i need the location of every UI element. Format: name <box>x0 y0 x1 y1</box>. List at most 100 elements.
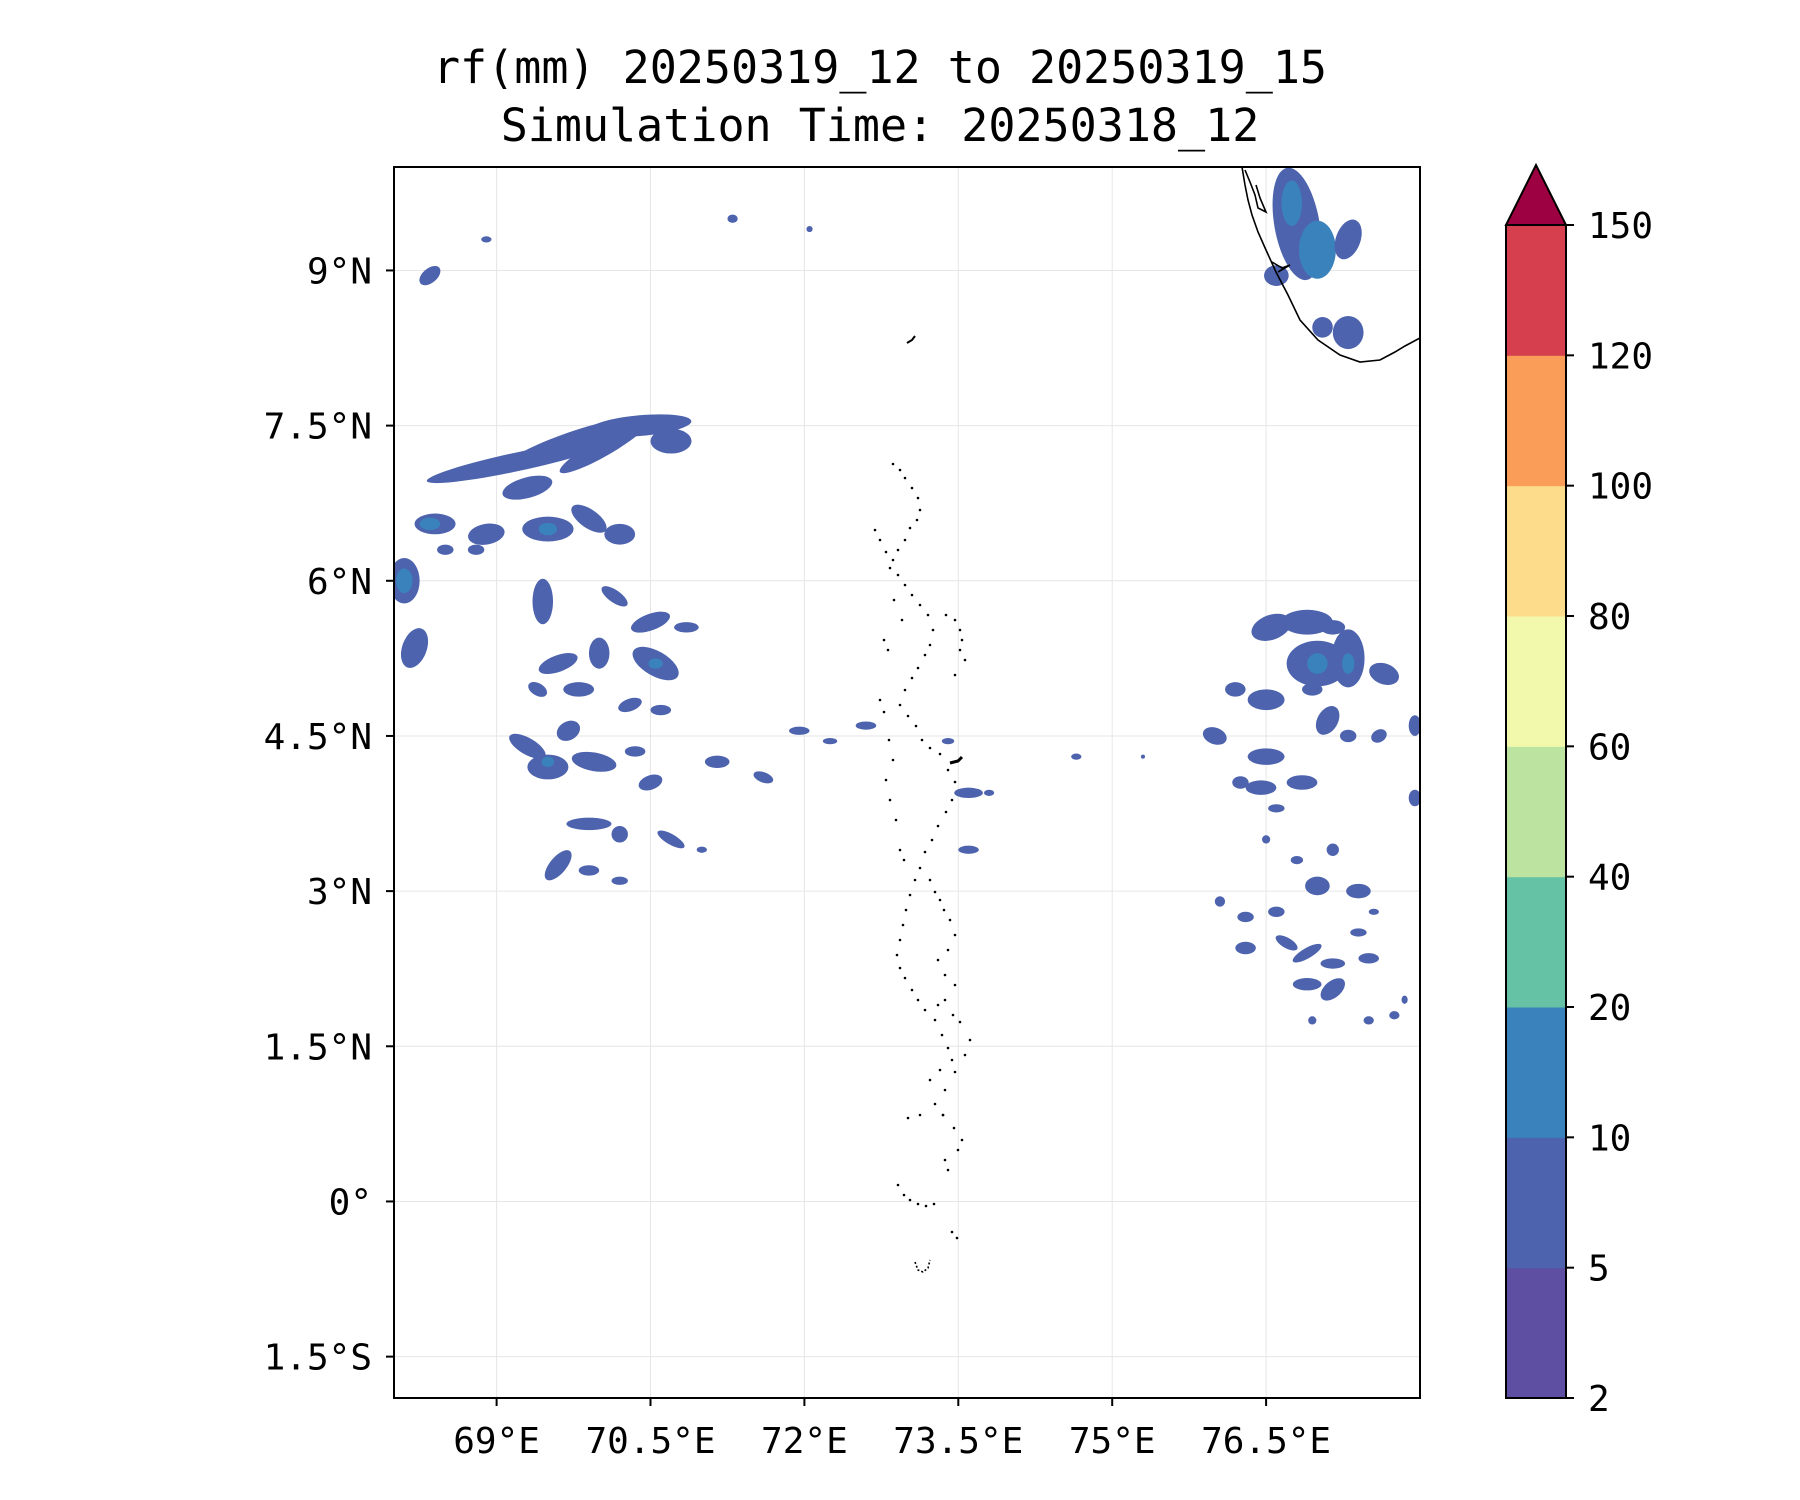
x-axis: 69°E 70.5°E 72°E 73.5°E 75°E 76.5°E <box>453 1398 1331 1462</box>
island-dot <box>916 496 920 500</box>
island-dot <box>953 780 957 784</box>
rain-cell <box>638 774 663 791</box>
island-dot <box>898 938 902 942</box>
rain-cell <box>1308 1016 1317 1025</box>
island-dot <box>928 1078 932 1082</box>
island-dot <box>941 1113 945 1117</box>
rain-cell <box>1307 653 1328 674</box>
rain-cell <box>556 720 581 741</box>
rain-cell <box>1298 220 1336 279</box>
rain-cell <box>1320 958 1346 969</box>
island-dot <box>953 1070 957 1074</box>
island-dot <box>950 798 954 802</box>
island-dot <box>950 1230 954 1234</box>
rain-cell <box>727 214 738 223</box>
rain-cell <box>1268 906 1285 917</box>
rain-cell <box>538 653 578 675</box>
rain-cell <box>468 523 505 545</box>
island-dot <box>951 1013 955 1017</box>
rain-cell <box>1320 978 1346 1001</box>
y-tick-label: 7.5°N <box>264 407 372 448</box>
island-dot <box>878 538 882 542</box>
island-dot <box>918 603 922 607</box>
rain-cell <box>1237 911 1254 923</box>
y-tick-label: 3°N <box>307 872 372 913</box>
island-dot <box>916 666 920 670</box>
rain-cell <box>437 544 454 555</box>
colorbar-segment <box>1506 1007 1566 1138</box>
island-dot <box>903 476 907 480</box>
india-coast-inlet <box>1271 261 1291 273</box>
x-tick-label: 73.5°E <box>893 1421 1023 1462</box>
x-tick-label: 75°E <box>1069 1421 1156 1462</box>
island-dot <box>955 1236 959 1240</box>
y-tick-label: 0° <box>329 1182 372 1223</box>
island-dot <box>933 1102 937 1106</box>
colorbar-label: 40 <box>1588 858 1631 899</box>
rain-cell <box>1286 775 1318 790</box>
rain-cell <box>954 787 983 799</box>
colorbar-frame <box>1505 224 1567 1399</box>
rain-cell <box>566 817 612 831</box>
rain-cell <box>419 265 441 286</box>
rain-cell <box>648 658 663 669</box>
island-dot <box>903 688 907 692</box>
island-dot <box>898 468 902 472</box>
rain-cell <box>1071 753 1082 760</box>
island-dot <box>896 1183 900 1187</box>
x-tick-label: 76.5°E <box>1201 1421 1331 1462</box>
island-dot <box>952 1126 956 1130</box>
island-dot <box>903 976 907 980</box>
island-dot <box>931 628 935 632</box>
colorbar-label: 100 <box>1588 467 1653 508</box>
island-dot <box>908 1198 912 1202</box>
rain-cell <box>1292 978 1322 991</box>
island-dot <box>938 898 942 902</box>
island-dot <box>888 798 892 802</box>
rain-cell <box>1202 727 1227 745</box>
rain-cell <box>578 865 600 876</box>
rain-cell <box>559 419 650 474</box>
rain-cell <box>1401 995 1408 1004</box>
rain-cell <box>601 586 628 607</box>
rain-cell <box>1369 662 1399 685</box>
rain-cell <box>1312 317 1333 338</box>
rain-cell <box>806 225 813 233</box>
island-dot <box>958 628 962 632</box>
island-dot <box>902 858 906 862</box>
chart-subtitle: Simulation Time: 20250318_12 <box>500 99 1260 152</box>
rain-cell <box>1342 653 1355 674</box>
rain-cell <box>1346 883 1371 899</box>
island-dot <box>903 583 907 587</box>
island-dot <box>936 824 940 828</box>
island-dot <box>924 1204 928 1208</box>
island-dot <box>933 1018 937 1022</box>
rain-cell <box>941 738 955 745</box>
rain-cell <box>1408 715 1420 736</box>
island-dot <box>902 1193 906 1197</box>
island-dot <box>882 638 886 642</box>
island-south-atoll <box>914 1259 931 1273</box>
island-dot <box>950 1058 954 1062</box>
rain-cell <box>419 517 441 531</box>
island-dot <box>946 1168 950 1172</box>
india-coastline <box>1241 167 1420 363</box>
plot-frame <box>393 166 1421 1399</box>
rain-cell <box>631 611 670 633</box>
island-dot <box>918 508 922 512</box>
island-dot <box>910 988 914 992</box>
island-dot <box>953 673 957 677</box>
rain-cell <box>1334 219 1362 260</box>
island-dot <box>958 1020 962 1024</box>
rain-cell <box>1251 613 1291 641</box>
island-dot <box>943 998 947 1002</box>
colorbar-segment <box>1506 225 1566 356</box>
rain-cell <box>571 751 617 772</box>
island-dot <box>915 518 919 522</box>
rain-cell <box>588 637 610 669</box>
island-dot <box>933 890 937 894</box>
colorbar-label: 2 <box>1588 1379 1610 1420</box>
rain-cell <box>1292 943 1322 963</box>
rain-cell <box>1264 265 1289 286</box>
rain-cell <box>1302 683 1323 696</box>
